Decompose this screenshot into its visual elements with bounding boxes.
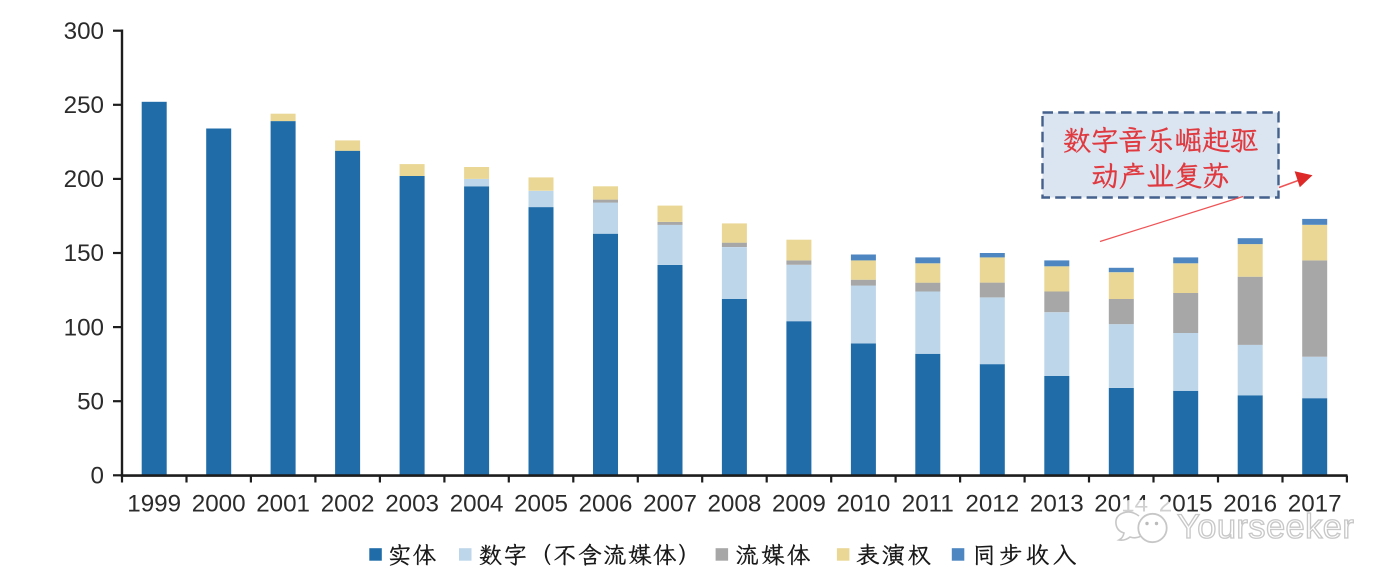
svg-text:2000: 2000 <box>192 491 246 518</box>
svg-text:2004: 2004 <box>450 491 504 518</box>
svg-text:2017: 2017 <box>1288 491 1342 518</box>
svg-text:250: 250 <box>64 92 104 119</box>
svg-text:2010: 2010 <box>836 491 890 518</box>
svg-text:2012: 2012 <box>965 491 1019 518</box>
svg-text:2003: 2003 <box>385 491 439 518</box>
svg-text:1999: 1999 <box>127 491 181 518</box>
svg-text:0: 0 <box>91 463 104 490</box>
svg-text:2016: 2016 <box>1223 491 1277 518</box>
svg-text:2001: 2001 <box>256 491 310 518</box>
svg-text:200: 200 <box>64 166 104 193</box>
svg-text:2011: 2011 <box>902 491 954 518</box>
svg-text:2007: 2007 <box>643 491 697 518</box>
svg-text:2002: 2002 <box>321 491 375 518</box>
svg-text:2006: 2006 <box>579 491 633 518</box>
svg-text:2008: 2008 <box>707 491 761 518</box>
svg-text:Yourseeker: Yourseeker <box>1177 508 1354 546</box>
svg-text:300: 300 <box>64 18 104 45</box>
svg-text:100: 100 <box>64 314 104 341</box>
svg-text:50: 50 <box>77 388 104 415</box>
svg-text:2009: 2009 <box>772 491 826 518</box>
svg-text:2005: 2005 <box>514 491 568 518</box>
svg-text:2013: 2013 <box>1030 491 1084 518</box>
svg-text:150: 150 <box>64 240 104 267</box>
